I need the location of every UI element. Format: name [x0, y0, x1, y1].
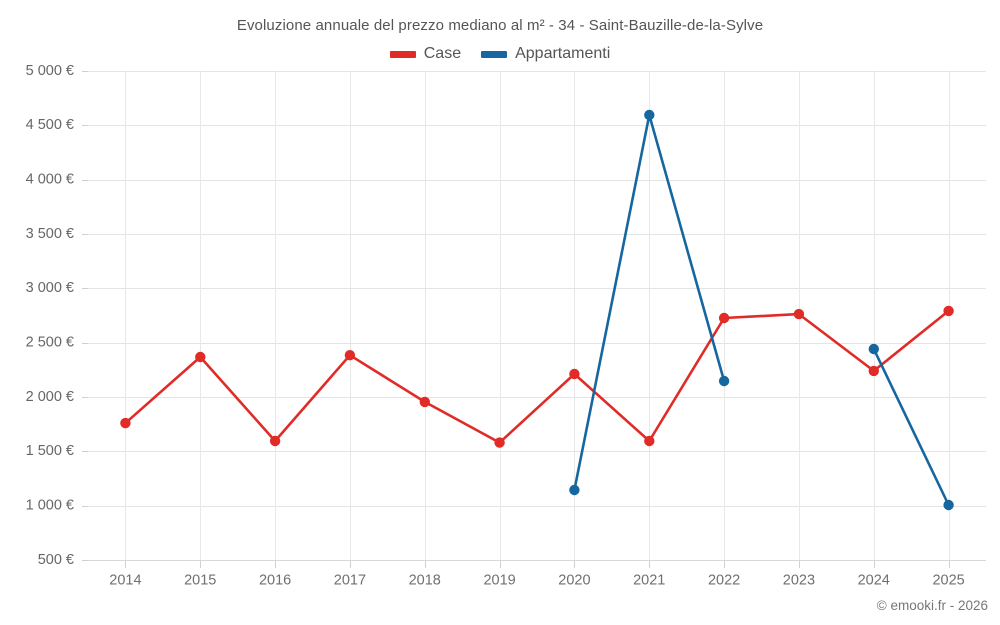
- series-line-appartamenti: [872, 347, 950, 507]
- y-axis-tick-label: 4 000 €: [26, 171, 74, 187]
- legend-item-appartamenti[interactable]: Appartamenti: [481, 45, 610, 63]
- y-axis-tick-label: 500 €: [38, 552, 74, 568]
- page-title: Evoluzione annuale del prezzo mediano al…: [236, 17, 764, 34]
- x-axis-tick-label: 2023: [783, 573, 815, 589]
- footer-credit: © emooki.fr - 2026: [876, 598, 988, 613]
- y-axis-tick-label: 4 500 €: [26, 117, 74, 133]
- x-axis-tick-label: 2021: [633, 573, 665, 589]
- data-point-appartamenti-2024[interactable]: [868, 343, 879, 355]
- data-point-appartamenti-2022[interactable]: [718, 375, 730, 387]
- x-axis-tick-label: 2015: [184, 573, 216, 589]
- data-point-appartamenti-2025[interactable]: [943, 499, 954, 511]
- legend-swatch-appartamenti: [481, 50, 508, 58]
- data-point-case-2025[interactable]: [943, 305, 954, 317]
- x-axis-tick-label: 2019: [483, 573, 515, 589]
- y-axis-tick-label: 3 500 €: [26, 226, 74, 242]
- data-point-case-2022[interactable]: [718, 312, 730, 324]
- x-axis-tick-label: 2014: [109, 573, 141, 589]
- x-axis-tick-label: 2017: [334, 573, 366, 589]
- data-point-case-2014[interactable]: [120, 417, 131, 429]
- x-axis-tick-label: 2024: [858, 573, 890, 589]
- x-axis-tick-label: 2025: [932, 573, 964, 589]
- x-axis-tick-label: 2022: [708, 573, 740, 589]
- data-point-case-2021[interactable]: [644, 435, 655, 447]
- data-point-case-2023[interactable]: [793, 308, 805, 320]
- legend-label-appartamenti: Appartamenti: [515, 45, 611, 62]
- legend-swatch-case: [389, 50, 416, 58]
- data-point-case-2024[interactable]: [868, 365, 879, 377]
- data-point-case-2017[interactable]: [344, 350, 356, 361]
- x-axis-tick-label: 2020: [558, 573, 590, 589]
- data-point-case-2019[interactable]: [494, 437, 505, 448]
- y-axis-tick-label: 1 500 €: [26, 443, 74, 459]
- legend-label-case: Case: [423, 45, 462, 62]
- y-axis-tick-label: 3 000 €: [26, 280, 74, 296]
- x-axis-tick-label: 2018: [409, 573, 441, 589]
- data-point-appartamenti-2020[interactable]: [569, 484, 580, 496]
- y-axis-tick-label: 1 000 €: [26, 497, 74, 513]
- data-point-case-2015[interactable]: [195, 351, 206, 363]
- data-point-case-2020[interactable]: [569, 368, 580, 380]
- series-line-case: [124, 309, 950, 444]
- y-axis-tick-label: 5 000 €: [26, 63, 74, 79]
- chart-legend: Case Appartamenti: [0, 45, 1000, 63]
- x-axis-tick-label: 2016: [259, 573, 291, 589]
- legend-item-case[interactable]: Case: [389, 45, 462, 63]
- data-point-case-2016[interactable]: [269, 435, 281, 447]
- y-axis-tick-label: 2 500 €: [26, 334, 74, 350]
- y-axis-tick-label: 2 000 €: [26, 389, 74, 405]
- data-point-case-2018[interactable]: [419, 396, 430, 408]
- data-point-appartamenti-2021[interactable]: [644, 109, 655, 121]
